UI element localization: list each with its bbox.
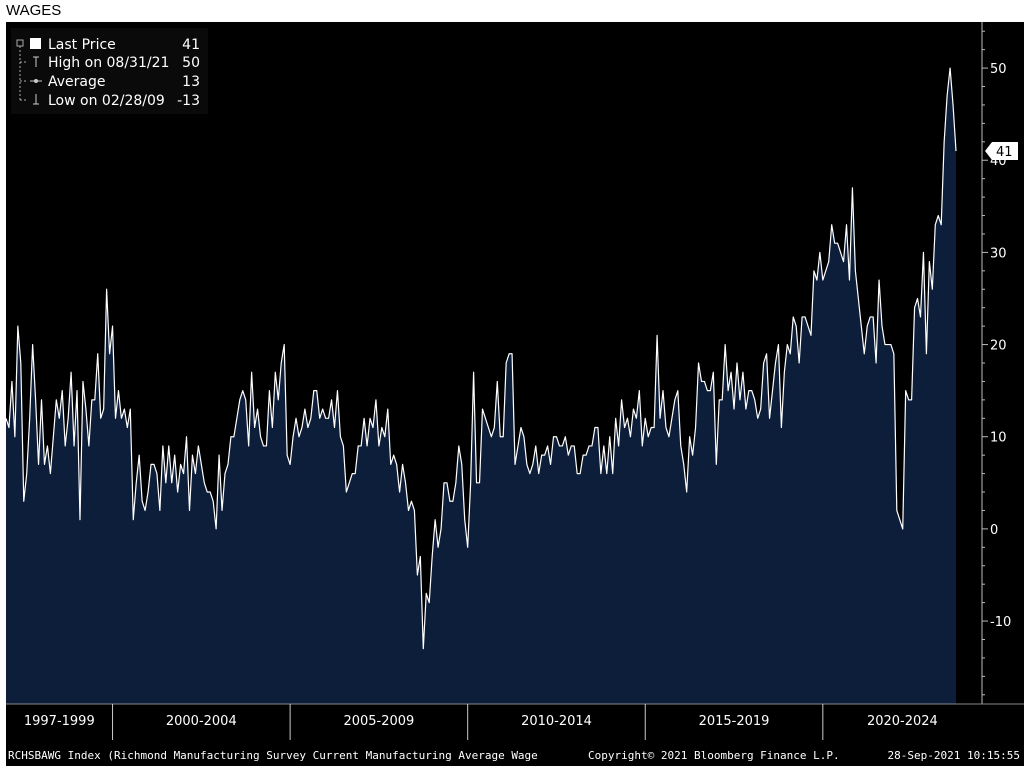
- square-icon: [30, 38, 41, 49]
- high-marker-icon: [33, 56, 39, 67]
- last-price-tag-label: 41: [996, 145, 1013, 160]
- plot-layer: [6, 67, 957, 704]
- legend-value: 41: [182, 37, 200, 53]
- x-tick-label: 2000-2004: [166, 714, 237, 729]
- series-area: [6, 68, 956, 704]
- legend-value: 50: [182, 55, 200, 71]
- x-tick-label: 2020-2024: [867, 714, 938, 729]
- legend-tree-icon: [16, 39, 26, 101]
- footer-ticker-description: RCHSBAWG Index (Richmond Manufacturing S…: [8, 749, 538, 762]
- footer-timestamp: 28-Sep-2021 10:15:55: [888, 749, 1020, 762]
- legend-item-average: Average 13: [30, 74, 200, 90]
- average-marker-icon: [30, 79, 42, 83]
- last-price-tag-shape: [985, 142, 1018, 161]
- y-tick-label: 50: [990, 62, 1007, 77]
- legend-label: High on 08/31/21: [48, 55, 169, 71]
- last-price-tag: 41: [985, 142, 1018, 161]
- low-marker-icon: [33, 94, 39, 105]
- x-tick-label: 2015-2019: [699, 714, 770, 729]
- y-tick-label: 30: [990, 246, 1007, 261]
- legend-label: Average: [48, 74, 106, 90]
- x-tick-label: 1997-1999: [24, 714, 95, 729]
- y-tick-label: 20: [990, 339, 1007, 354]
- y-tick-label: 10: [990, 431, 1007, 446]
- x-tick-label: 2010-2014: [521, 714, 592, 729]
- chart-panel: -10 0 10 20 30 40 50 1997-1999 2000-2004 2005-200…: [6, 22, 1024, 766]
- legend-label: Last Price: [48, 37, 116, 53]
- legend-item-last-price: Last Price 41: [30, 37, 200, 53]
- legend-value: 13: [182, 74, 200, 90]
- series-line: [6, 67, 957, 650]
- legend: Last Price 41 High on 08/31/21 50 Averag…: [11, 28, 208, 114]
- x-tick-label: 2005-2009: [343, 714, 414, 729]
- legend-item-low: Low on 02/28/09 -13: [33, 93, 200, 109]
- footer-copyright: Copyright© 2021 Bloomberg Finance L.P.: [588, 749, 840, 762]
- y-tick-label: -10: [990, 615, 1011, 630]
- legend-item-high: High on 08/31/21 50: [33, 55, 200, 71]
- y-tick-label: 0: [990, 523, 998, 538]
- legend-label: Low on 02/28/09: [48, 93, 165, 109]
- legend-value: -13: [177, 93, 200, 109]
- legend-background: [11, 28, 208, 114]
- chart-title: WAGES: [6, 2, 62, 19]
